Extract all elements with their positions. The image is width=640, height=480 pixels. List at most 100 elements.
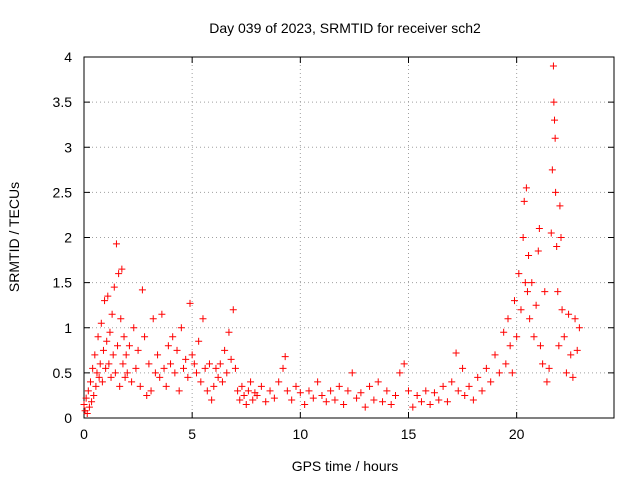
data-point [400,360,408,368]
data-point [331,396,339,404]
data-point [96,360,104,368]
data-point [147,387,155,395]
data-point [125,342,133,350]
data-point [495,369,503,377]
data-point [448,378,456,386]
data-point [199,315,207,323]
data-point [122,351,130,359]
data-point [106,328,114,336]
data-point [454,387,462,395]
data-point [392,391,400,399]
data-points [80,62,583,417]
data-point [292,382,300,390]
data-point [177,324,185,332]
data-point [266,387,274,395]
data-point [115,270,123,278]
data-point [214,373,222,381]
data-point [517,306,525,314]
data-point [108,310,116,318]
y-tick-label: 0.5 [53,365,73,381]
data-point [212,364,220,372]
data-point [82,394,90,402]
data-point [99,346,107,354]
data-point [238,382,246,390]
data-point [504,315,512,323]
data-point [545,364,553,372]
data-point [97,319,105,327]
data-point [535,224,543,232]
data-point [279,364,287,372]
data-point [275,378,283,386]
data-point [120,333,128,341]
data-point [569,373,577,381]
data-point [461,391,469,399]
data-point [469,396,477,404]
data-point [118,265,126,273]
data-point [93,369,101,377]
data-point [90,391,98,399]
data-point [205,360,213,368]
data-point [107,373,115,381]
data-point [85,403,93,411]
data-point [180,364,188,372]
data-point [138,286,146,294]
data-point [98,378,106,386]
data-point [247,378,255,386]
data-point [478,387,486,395]
data-point [234,387,242,395]
data-point [141,333,149,341]
data-point [487,378,495,386]
data-point [164,342,172,350]
data-point [409,403,417,411]
data-point [156,373,164,381]
data-point [257,382,265,390]
data-point [379,398,387,406]
data-point [340,400,348,408]
data-point [413,391,421,399]
data-point [188,351,196,359]
data-point [374,378,382,386]
data-point [169,333,177,341]
data-point [553,243,561,251]
y-tick-label: 3 [64,139,72,155]
data-point [242,400,250,408]
grid [84,57,614,418]
x-tick-label: 20 [509,426,525,442]
data-point [305,387,313,395]
data-point [521,279,529,287]
data-point [184,373,192,381]
data-point [550,98,558,106]
data-point [430,389,438,397]
data-point [548,166,556,174]
data-point [119,360,127,368]
data-point [121,373,129,381]
data-point [236,396,244,404]
data-point [465,382,473,390]
data-point [348,369,356,377]
data-point [162,382,170,390]
data-point [218,378,226,386]
data-point [361,403,369,411]
data-point [221,346,229,354]
data-point [520,197,528,205]
data-point [83,409,91,417]
y-tick-label: 0 [64,410,72,426]
data-point [136,382,144,390]
data-point [322,398,330,406]
data-point [459,364,467,372]
data-point [525,252,533,260]
data-point [344,387,352,395]
data-point [387,400,395,408]
data-point [283,387,291,395]
y-tick-label: 4 [64,49,72,65]
data-point [227,355,235,363]
data-point [567,351,575,359]
data-point [335,382,343,390]
data-point [571,315,579,323]
data-point [435,396,443,404]
data-point [439,382,447,390]
data-point [417,398,425,406]
x-tick-label: 10 [293,426,309,442]
data-point [301,400,309,408]
data-point [92,382,100,390]
